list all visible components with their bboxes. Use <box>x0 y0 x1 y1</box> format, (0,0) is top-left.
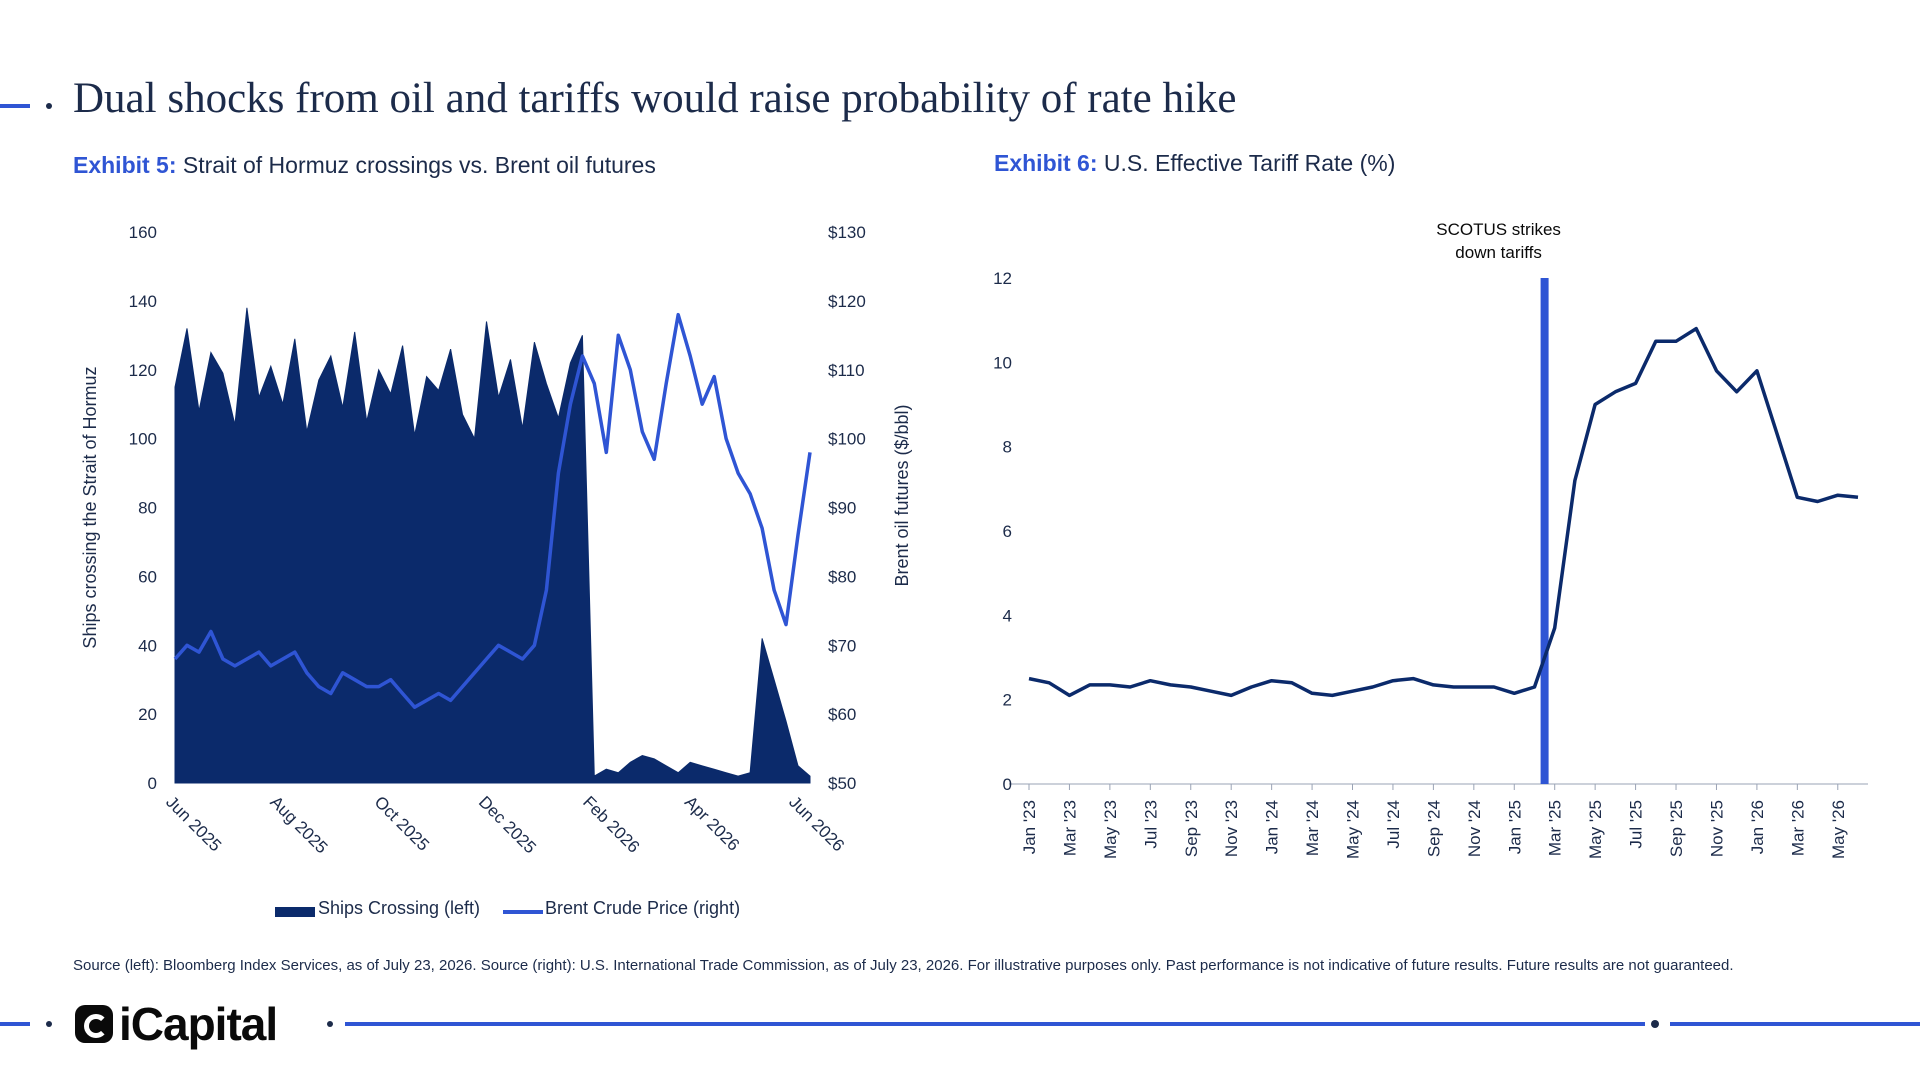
x-tick-label: Mar '26 <box>1788 800 1807 856</box>
right-y-tick-label: $130 <box>828 223 866 242</box>
exhibit6-text: U.S. Effective Tariff Rate (%) <box>1103 150 1396 176</box>
x-tick-label: May '24 <box>1344 800 1363 859</box>
x-tick-label: Sep '25 <box>1667 800 1686 857</box>
x-tick-label: Nov '25 <box>1707 800 1726 857</box>
exhibit5-chart: 0 20 40 60 80 100 120 140 160 $50 $60 $70 $80 $90 $100… <box>80 223 912 857</box>
page-title: Dual shocks from oil and tariffs would r… <box>73 75 1237 122</box>
left-y-tick-label: 120 <box>129 361 157 380</box>
x-tick-label: Aug 2025 <box>266 792 331 857</box>
x-tick-label: Jan '24 <box>1263 800 1282 854</box>
footer-rule <box>345 1022 1645 1026</box>
x-tick-label: Oct 2025 <box>371 792 433 854</box>
icapital-logo: iCapital <box>75 998 278 1050</box>
footer-rule-end <box>1670 1022 1920 1026</box>
x-tick-label: Sep '23 <box>1182 800 1201 857</box>
x-tick-label: Jan '23 <box>1020 800 1039 854</box>
exhibit6-label: Exhibit 6: <box>994 150 1098 176</box>
legend-brent-swatch <box>503 910 543 914</box>
x-tick-label: Mar '23 <box>1060 800 1079 856</box>
x-tick-label: Jul '25 <box>1627 800 1646 849</box>
x-tick-label: Dec 2025 <box>475 792 540 857</box>
x-tick-label: Jul '23 <box>1141 800 1160 849</box>
x-tick-label: Jun 2025 <box>162 792 225 855</box>
right-y-tick-label: $90 <box>828 499 856 518</box>
x-tick-label: May '23 <box>1101 800 1120 859</box>
x-tick-label: Nov '24 <box>1465 800 1484 857</box>
right-y-tick-label: $120 <box>828 292 866 311</box>
footer-dot-large <box>1651 1020 1659 1028</box>
exhibit6-title: Exhibit 6: U.S. Effective Tariff Rate (%… <box>994 150 1395 177</box>
scotus-marker-bar <box>1540 278 1549 784</box>
x-tick-label: Mar '25 <box>1546 800 1565 856</box>
x-tick-label: Jan '25 <box>1505 800 1524 854</box>
footer: iCapital <box>0 998 1920 1050</box>
x-tick-label: Jan '26 <box>1748 800 1767 854</box>
left-y-tick-label: 60 <box>138 567 157 586</box>
footer-accent-dash <box>0 1022 30 1026</box>
y-tick-label: 8 <box>1003 438 1012 457</box>
brent-price-line <box>173 312 812 709</box>
source-note: Source (left): Bloomberg Index Services,… <box>73 957 1734 974</box>
right-y-tick-label: $50 <box>828 774 856 793</box>
x-tick-label: Feb 2026 <box>579 792 643 856</box>
logo-text: iCapital <box>119 998 278 1050</box>
legend-ships-swatch <box>275 907 315 917</box>
y-tick-label: 6 <box>1003 522 1012 541</box>
y-tick-label: 12 <box>993 269 1012 288</box>
left-y-tick-label: 100 <box>129 430 157 449</box>
annotation-line-2: down tariffs <box>1455 243 1542 262</box>
legend-brent-label: Brent Crude Price (right) <box>545 898 741 918</box>
right-y-tick-label: $100 <box>828 430 866 449</box>
title-bar: Dual shocks from oil and tariffs would r… <box>0 70 1920 130</box>
title-accent-dash <box>0 104 30 108</box>
x-tick-label: May '26 <box>1829 800 1848 859</box>
left-y-tick-label: 160 <box>129 223 157 242</box>
exhibit5-title: Exhibit 5: Strait of Hormuz crossings vs… <box>73 152 656 179</box>
exhibit5-label: Exhibit 5: <box>73 152 177 178</box>
x-tick-label: Nov '23 <box>1222 800 1241 857</box>
left-y-axis-title: Ships crossing the Strait of Hormuz <box>80 366 100 648</box>
right-y-axis-title: Brent oil futures ($/bbl) <box>892 404 912 586</box>
footer-accent-dot <box>46 1021 52 1027</box>
logo-mark-icon <box>75 1005 113 1043</box>
y-tick-label: 0 <box>1003 775 1012 794</box>
y-tick-label: 4 <box>1003 606 1012 625</box>
legend-ships-label: Ships Crossing (left) <box>318 898 481 918</box>
left-y-tick-label: 0 <box>148 774 157 793</box>
left-y-tick-label: 20 <box>138 705 157 724</box>
title-accent-dot <box>46 103 52 109</box>
x-tick-label: May '25 <box>1586 800 1605 859</box>
right-y-tick-label: $110 <box>828 361 865 380</box>
right-y-tick-label: $70 <box>828 636 856 655</box>
x-tick-label: Apr 2026 <box>681 792 743 854</box>
left-y-tick-label: 140 <box>129 292 157 311</box>
right-y-tick-label: $60 <box>828 705 856 724</box>
exhibit5-text: Strait of Hormuz crossings vs. Brent oil… <box>182 152 656 178</box>
exhibit6-chart: 0 2 4 6 8 10 12 Jan '23 Mar '23 May '23 Jul '23 Sep… <box>993 220 1868 859</box>
footer-dot <box>327 1021 333 1027</box>
y-tick-label: 2 <box>1003 691 1012 710</box>
x-tick-label: Sep '24 <box>1424 800 1443 857</box>
x-tick-label: Jun 2026 <box>785 792 848 855</box>
y-tick-label: 10 <box>993 353 1012 372</box>
x-tick-label: Jul '24 <box>1384 800 1403 849</box>
tariff-rate-line <box>1028 326 1859 698</box>
left-y-tick-label: 80 <box>138 499 157 518</box>
left-y-tick-label: 40 <box>138 636 157 655</box>
ships-crossing-area <box>174 307 811 784</box>
annotation-line-1: SCOTUS strikes <box>1436 220 1561 239</box>
right-y-tick-label: $80 <box>828 567 856 586</box>
x-tick-label: Mar '24 <box>1303 800 1322 856</box>
